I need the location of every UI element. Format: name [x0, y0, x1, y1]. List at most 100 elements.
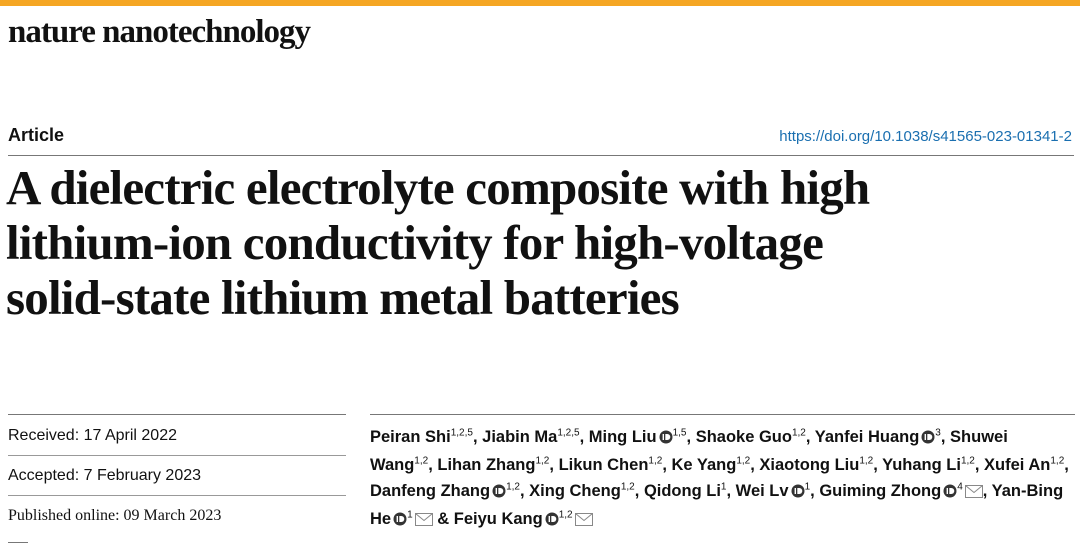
- author-name: Likun Chen: [558, 456, 649, 474]
- author[interactable]: Peiran Shi1,2,5: [370, 428, 473, 446]
- affiliation: 1,2: [558, 509, 573, 521]
- journal-name: nature nanotechnology: [8, 14, 311, 50]
- author-name: Guiming Zhong: [819, 482, 942, 500]
- author[interactable]: Lihan Zhang1,2: [437, 456, 549, 474]
- author[interactable]: Jiabin Ma1,2,5: [482, 428, 579, 446]
- title-line: solid-state lithium metal batteries: [6, 270, 680, 325]
- separator: ,: [1064, 456, 1069, 474]
- separator: ,: [472, 428, 478, 446]
- rule: [8, 414, 346, 415]
- author[interactable]: Qidong Li1: [644, 482, 727, 500]
- affiliation: 1: [407, 509, 413, 521]
- orcid-icon[interactable]: [791, 480, 805, 506]
- date: Published online: 09 March 2023: [8, 507, 222, 524]
- affiliation: 1: [804, 481, 811, 493]
- separator: ,: [940, 428, 946, 446]
- separator: ,: [428, 456, 433, 474]
- separator: ,: [982, 482, 988, 500]
- rule: [8, 542, 28, 543]
- affiliation: 1,2,5: [450, 427, 473, 439]
- orcid-icon[interactable]: [659, 426, 673, 452]
- affiliation: 1,2: [1050, 455, 1065, 467]
- doi-link[interactable]: https://doi.org/10.1038/s41565-023-01341…: [779, 128, 1072, 145]
- affiliation: 1,2: [648, 455, 663, 467]
- author[interactable]: Xing Cheng1,2: [529, 482, 635, 500]
- author-name: Xufei An: [984, 456, 1051, 474]
- author[interactable]: Xiaotong Liu1,2: [759, 456, 873, 474]
- author-name: Danfeng Zhang: [370, 482, 491, 500]
- top-bar: [0, 0, 1080, 6]
- email-icon[interactable]: [964, 480, 983, 506]
- author[interactable]: Feiyu Kang 1,2: [454, 510, 593, 528]
- orcid-icon[interactable]: [492, 480, 506, 506]
- author[interactable]: Yanfei Huang 3: [815, 428, 941, 446]
- separator: &: [437, 510, 450, 528]
- affiliation: 1: [720, 481, 727, 493]
- affiliation: 1,2: [736, 455, 751, 467]
- affiliation: 1,2: [960, 455, 975, 467]
- affiliation: 1,2: [414, 455, 429, 467]
- author[interactable]: Danfeng Zhang 1,2: [370, 482, 520, 500]
- author[interactable]: Xufei An1,2: [984, 456, 1064, 474]
- affiliation: 1,2: [535, 455, 550, 467]
- author-name: Peiran Shi: [370, 428, 451, 446]
- separator: ,: [873, 456, 878, 474]
- author-name: Yuhang Li: [882, 456, 961, 474]
- author[interactable]: Yuhang Li1,2: [882, 456, 975, 474]
- author-name: Jiabin Ma: [482, 428, 558, 446]
- author-name: Ming Liu: [588, 428, 657, 446]
- separator: ,: [810, 482, 815, 500]
- author-list: Peiran Shi1,2,5, Jiabin Ma1,2,5, Ming Li…: [370, 424, 1075, 534]
- affiliation: 1,2,5: [557, 427, 580, 439]
- dates: Received: 17 April 2022 Accepted: 7 Febru…: [8, 416, 346, 535]
- title: A dielectric electrolyte composite with …: [6, 160, 870, 325]
- author-name: Lihan Zhang: [437, 456, 536, 474]
- affiliation: 1,5: [672, 427, 687, 439]
- author-name: Shuwei Wang: [370, 428, 1008, 474]
- separator: ,: [974, 456, 980, 474]
- affiliation: 1,2: [620, 481, 635, 493]
- affiliation: 1,2: [859, 455, 874, 467]
- author-name: Xing Cheng: [529, 482, 621, 500]
- affiliation: 1,2: [791, 427, 806, 439]
- title-line: A dielectric electrolyte composite with …: [6, 160, 870, 215]
- author[interactable]: Shaoke Guo1,2: [696, 428, 806, 446]
- separator: ,: [634, 482, 640, 500]
- author-name: Yan-Bing He: [370, 482, 1064, 528]
- affiliation: 4: [957, 481, 963, 493]
- rule: [8, 155, 1074, 156]
- author[interactable]: Ke Yang1,2: [672, 456, 751, 474]
- email-icon[interactable]: [414, 508, 433, 534]
- title-line: lithium-ion conductivity for high-voltag…: [6, 215, 824, 270]
- author-name: Feiyu Kang: [453, 510, 543, 528]
- separator: ,: [549, 456, 554, 474]
- orcid-icon[interactable]: [921, 426, 935, 452]
- author-name: Ke Yang: [671, 456, 737, 474]
- separator: ,: [686, 428, 692, 446]
- email-icon[interactable]: [574, 508, 593, 534]
- separator: ,: [579, 428, 585, 446]
- separator: ,: [750, 456, 755, 474]
- separator: ,: [519, 482, 525, 500]
- separator: ,: [726, 482, 732, 500]
- affiliation: 3: [935, 427, 941, 439]
- author[interactable]: Likun Chen1,2: [559, 456, 663, 474]
- author[interactable]: Yan-Bing He 1: [370, 482, 1063, 528]
- rule: [370, 414, 1075, 415]
- orcid-icon[interactable]: [393, 508, 407, 534]
- author[interactable]: Shuwei Wang1,2: [370, 428, 1008, 474]
- date: Received: 17 April 2022: [8, 416, 346, 456]
- date: Accepted: 7 February 2023: [8, 456, 346, 496]
- separator: ,: [662, 456, 667, 474]
- affiliation: 1,2: [506, 481, 520, 493]
- author-name: Wei Lv: [735, 482, 789, 500]
- author[interactable]: Guiming Zhong 4: [819, 481, 983, 500]
- separator: ,: [805, 428, 811, 446]
- orcid-icon[interactable]: [943, 480, 957, 506]
- author[interactable]: Wei Lv 1: [736, 482, 810, 500]
- orcid-icon[interactable]: [545, 508, 559, 534]
- author[interactable]: Ming Liu 1,5: [589, 428, 687, 446]
- author-name: Shaoke Guo: [695, 428, 792, 446]
- author-name: Xiaotong Liu: [759, 456, 860, 474]
